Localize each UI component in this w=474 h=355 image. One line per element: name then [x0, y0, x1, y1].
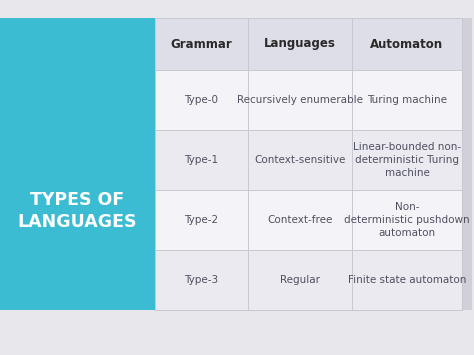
Text: Recursively enumerable: Recursively enumerable — [237, 95, 363, 105]
Bar — [0, 18, 155, 310]
Text: Type-2: Type-2 — [184, 215, 219, 225]
Text: TYPES OF: TYPES OF — [30, 191, 125, 209]
Text: Languages: Languages — [264, 38, 336, 50]
Text: Regular: Regular — [280, 275, 320, 285]
Text: Grammar: Grammar — [171, 38, 232, 50]
Text: Type-1: Type-1 — [184, 155, 219, 165]
Text: Type-3: Type-3 — [184, 275, 219, 285]
Text: Non-
deterministic pushdown
automaton: Non- deterministic pushdown automaton — [344, 202, 470, 238]
Bar — [155, 250, 462, 310]
Text: Context-sensitive: Context-sensitive — [255, 155, 346, 165]
Bar — [155, 130, 462, 190]
Bar — [462, 18, 472, 310]
Text: Automaton: Automaton — [371, 38, 444, 50]
Text: LANGUAGES: LANGUAGES — [18, 213, 137, 231]
Bar — [155, 18, 462, 70]
Bar — [155, 190, 462, 250]
Bar — [155, 70, 462, 130]
Text: Linear-bounded non-
deterministic Turing
machine: Linear-bounded non- deterministic Turing… — [353, 142, 461, 178]
Text: Finite state automaton: Finite state automaton — [348, 275, 466, 285]
Text: Context-free: Context-free — [267, 215, 333, 225]
Text: Turing machine: Turing machine — [367, 95, 447, 105]
Text: Type-0: Type-0 — [184, 95, 219, 105]
